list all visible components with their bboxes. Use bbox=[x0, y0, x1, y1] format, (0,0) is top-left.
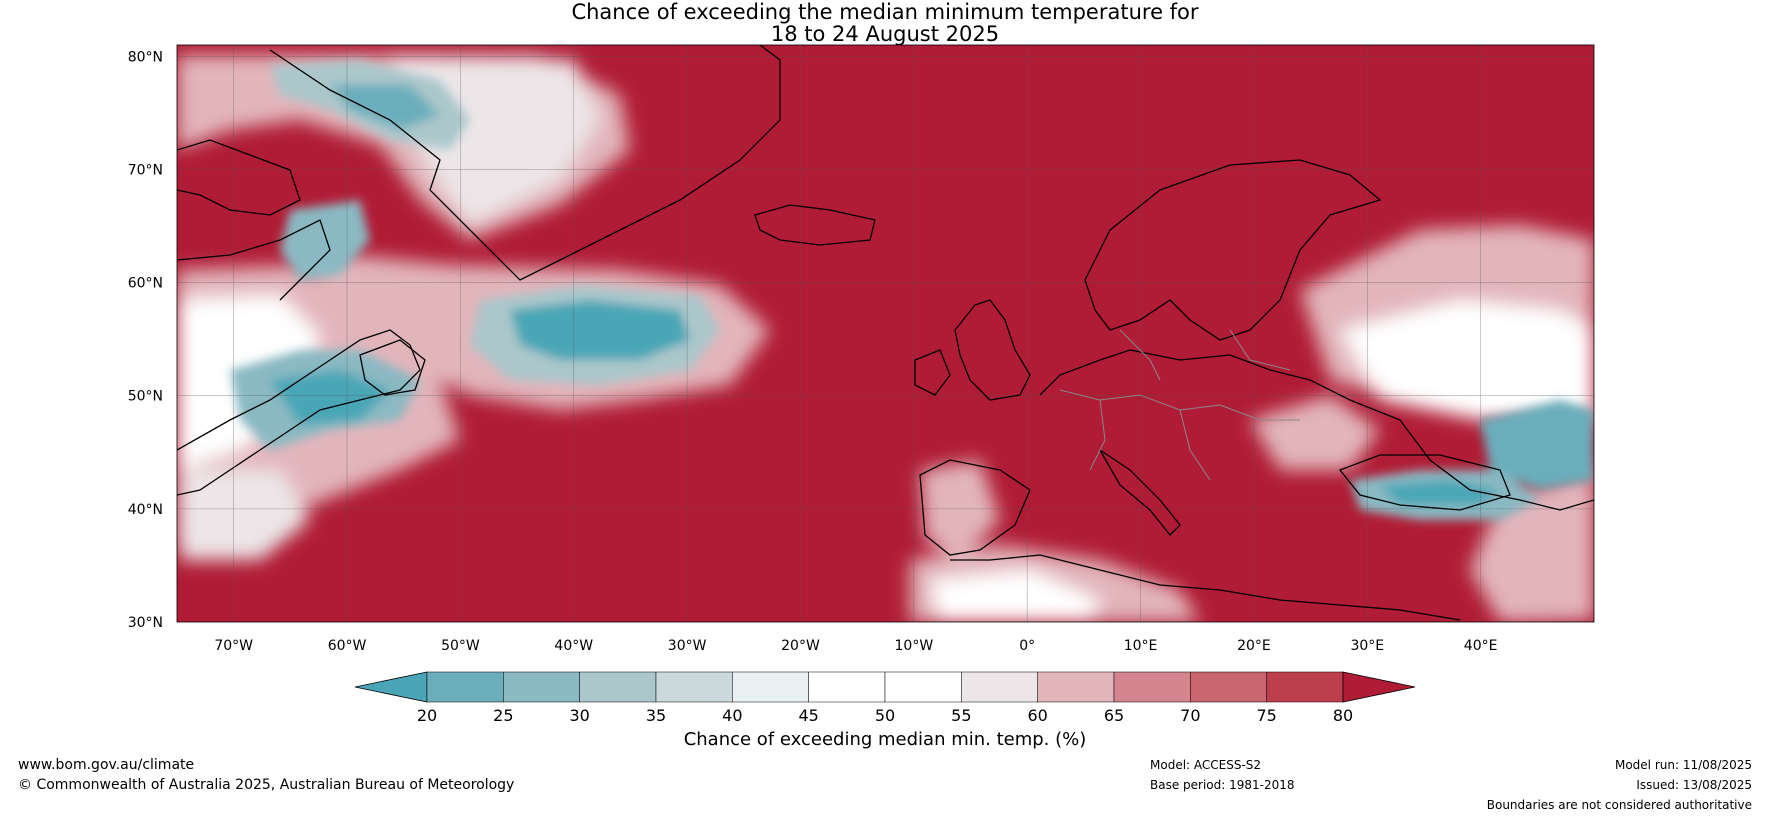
coastlines bbox=[177, 45, 1594, 621]
colorbar-segment bbox=[655, 671, 733, 703]
lon-tick-label: 20°E bbox=[1237, 638, 1271, 654]
lon-tick-label: 10°E bbox=[1124, 638, 1158, 654]
borders bbox=[1059, 329, 1300, 481]
colorbar-tick-label: 45 bbox=[798, 706, 818, 725]
colorbar-tick-label: 25 bbox=[493, 706, 513, 725]
colorbar-segment bbox=[426, 671, 504, 703]
lat-tick-label: 40°N bbox=[128, 502, 163, 518]
colorbar-segment bbox=[961, 671, 1038, 703]
lon-tick-label: 30°E bbox=[1350, 638, 1384, 654]
colorbar-segment bbox=[503, 671, 580, 703]
colorbar-tick-label: 70 bbox=[1180, 706, 1200, 725]
newfoundland-coast bbox=[359, 339, 426, 396]
iceland-coast bbox=[754, 204, 876, 246]
canadian-arctic-coast bbox=[177, 139, 301, 216]
map-title-line2: 18 to 24 August 2025 bbox=[770, 22, 1000, 46]
colorbar-tick-label: 40 bbox=[722, 706, 742, 725]
lat-tick-label: 80°N bbox=[128, 49, 163, 65]
greenland-coast bbox=[269, 45, 781, 281]
lon-tick-label: 40°W bbox=[554, 638, 593, 654]
colorbar-segment bbox=[1266, 671, 1344, 703]
colorbar-under-arrow bbox=[354, 671, 428, 703]
colorbar-label: Chance of exceeding median min. temp. (%… bbox=[684, 729, 1087, 750]
colorbar-segment bbox=[808, 671, 886, 703]
colorbar-segment bbox=[1113, 671, 1191, 703]
lon-tick-label: 30°W bbox=[668, 638, 707, 654]
north-america-coast bbox=[177, 329, 421, 496]
colorbar-tick-label: 30 bbox=[569, 706, 589, 725]
lat-tick-label: 50°N bbox=[128, 389, 163, 405]
graticule bbox=[177, 45, 1594, 622]
lon-tick-label: 40°E bbox=[1464, 638, 1498, 654]
lat-tick-label: 30°N bbox=[128, 615, 163, 631]
black-sea-coast bbox=[1338, 454, 1511, 511]
labrador-coast bbox=[177, 219, 331, 301]
map-title-line1: Chance of exceeding the median minimum t… bbox=[571, 0, 1199, 24]
lat-tick-label: 70°N bbox=[128, 162, 163, 178]
latitude-labels: 80°N 70°N 60°N 50°N 40°N 30°N bbox=[128, 49, 163, 631]
colorbar-tick-label: 75 bbox=[1256, 706, 1276, 725]
footer-base-period: Base period: 1981-2018 bbox=[1150, 778, 1295, 792]
footer-disclaimer: Boundaries are not considered authoritat… bbox=[1486, 798, 1752, 812]
colorbar-segment bbox=[732, 671, 809, 703]
africa-coast bbox=[950, 554, 1461, 621]
colorbar-segment bbox=[884, 671, 962, 703]
colorbar-tick-label: 60 bbox=[1027, 706, 1047, 725]
colorbar-tick-label: 55 bbox=[951, 706, 971, 725]
colorbar-segment bbox=[579, 671, 657, 703]
colorbar-over-arrow bbox=[1342, 671, 1416, 703]
britain-coast bbox=[954, 299, 1031, 401]
iberia-coast bbox=[919, 459, 1031, 556]
footer-model: Model: ACCESS-S2 bbox=[1150, 758, 1262, 772]
colorbar: 20 25 30 35 40 45 50 55 60 65 70 75 80 bbox=[354, 671, 1416, 725]
footer-issued: Issued: 13/08/2025 bbox=[1636, 778, 1752, 792]
colorbar-tick-label: 80 bbox=[1333, 706, 1353, 725]
italy-coast bbox=[1099, 449, 1181, 536]
lon-tick-label: 20°W bbox=[781, 638, 820, 654]
blue-zones bbox=[230, 60, 1594, 520]
colorbar-tick-label: 65 bbox=[1104, 706, 1124, 725]
scandinavia-coast bbox=[1084, 159, 1382, 341]
colorbar-tick-label: 35 bbox=[646, 706, 666, 725]
ireland-coast bbox=[914, 349, 951, 396]
lon-tick-label: 60°W bbox=[328, 638, 367, 654]
colorbar-tick-label: 20 bbox=[417, 706, 437, 725]
lon-tick-label: 70°W bbox=[214, 638, 253, 654]
lat-tick-label: 60°N bbox=[128, 276, 163, 292]
footer-site: www.bom.gov.au/climate bbox=[18, 757, 195, 773]
colorbar-segment bbox=[1190, 671, 1267, 703]
colorbar-segment bbox=[1037, 671, 1115, 703]
colorbar-tick-label: 50 bbox=[875, 706, 895, 725]
footer-copyright: © Commonwealth of Australia 2025, Austra… bbox=[18, 777, 515, 793]
map-frame bbox=[176, 44, 1595, 623]
map-plot-area bbox=[177, 45, 1594, 622]
lon-tick-label: 50°W bbox=[441, 638, 480, 654]
longitude-labels: 70°W 60°W 50°W 40°W 30°W 20°W 10°W 0° 10°E 20°E 30… bbox=[214, 638, 1497, 654]
lon-tick-label: 10°W bbox=[895, 638, 934, 654]
footer-model-run: Model run: 11/08/2025 bbox=[1614, 758, 1752, 772]
lon-tick-label: 0° bbox=[1019, 638, 1035, 654]
